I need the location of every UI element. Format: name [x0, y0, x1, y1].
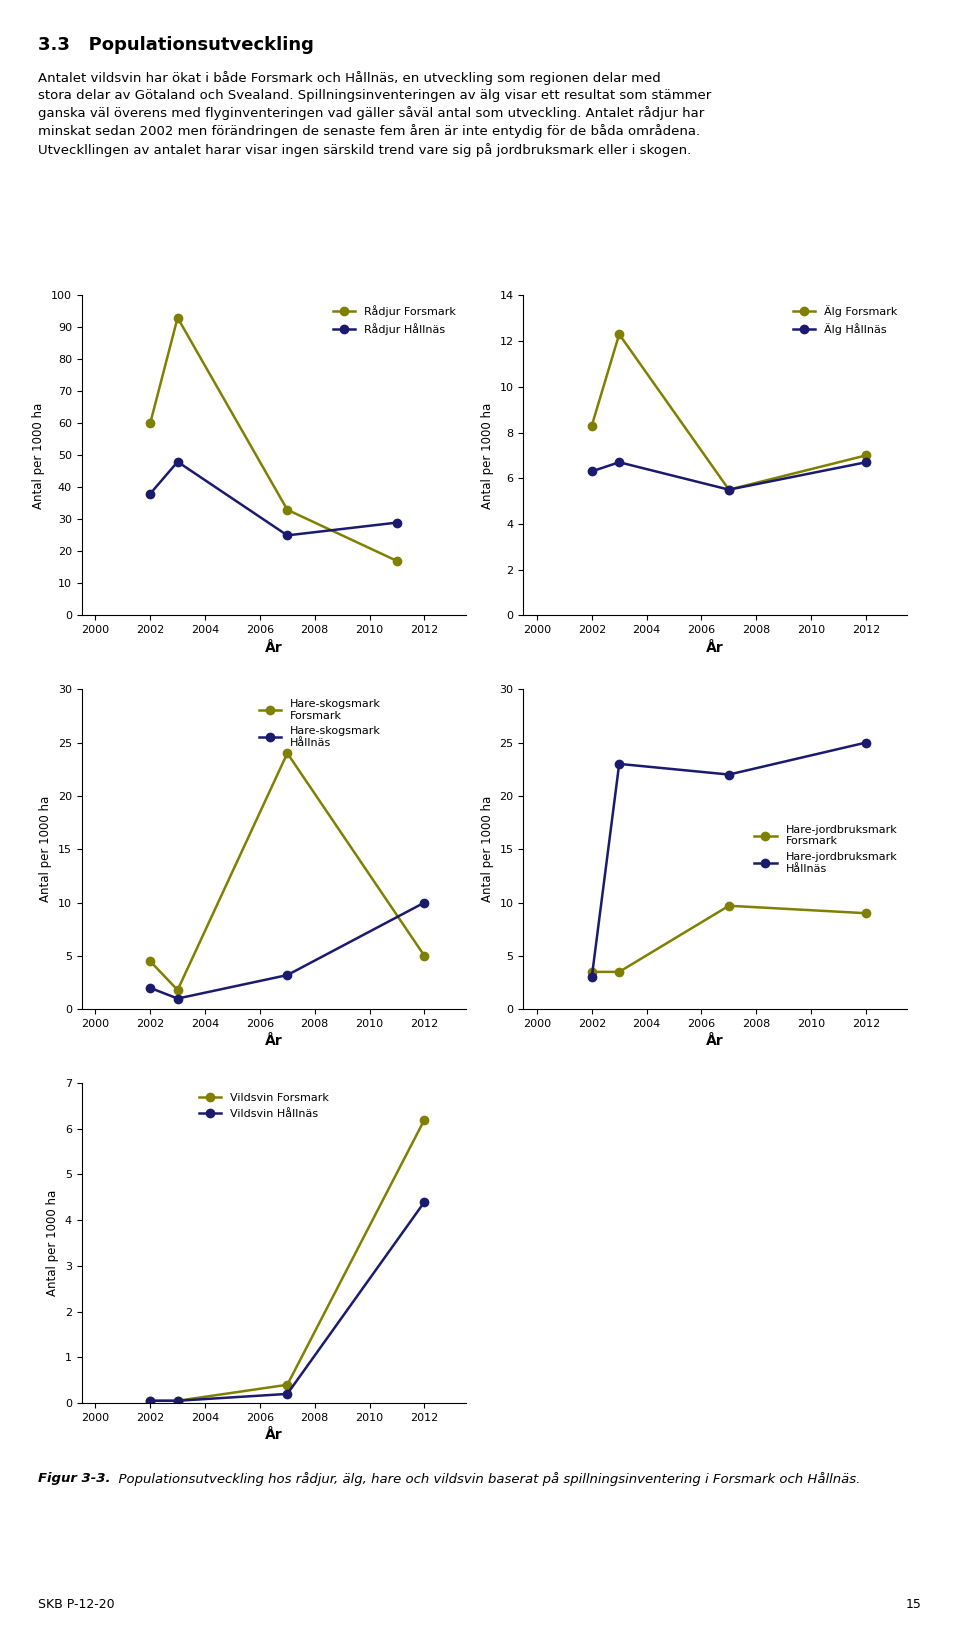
Hare-skogsmark
Forsmark: [172, 980, 183, 999]
Hare-jordbruksmark
Forsmark: [586, 962, 597, 981]
Älg Hållnäs: [586, 461, 597, 481]
Rådjur Forsmark: [392, 551, 403, 571]
Line: Rådjur Hållnäs: Rådjur Hållnäs: [146, 458, 401, 540]
Text: 3.3   Populationsutveckling: 3.3 Populationsutveckling: [38, 36, 314, 54]
Rådjur Hållnäs: [144, 484, 156, 504]
Älg Forsmark: [723, 479, 734, 499]
Hare-jordbruksmark
Hållnäs: [723, 765, 734, 784]
Y-axis label: Antal per 1000 ha: Antal per 1000 ha: [481, 796, 493, 903]
Hare-jordbruksmark
Forsmark: [723, 896, 734, 916]
Legend: Hare-skogsmark
Forsmark, Hare-skogsmark
Hållnäs: Hare-skogsmark Forsmark, Hare-skogsmark …: [254, 694, 385, 753]
Rådjur Forsmark: [172, 309, 183, 328]
Hare-skogsmark
Forsmark: [281, 743, 293, 763]
Line: Älg Hållnäs: Älg Hållnäs: [588, 458, 870, 494]
Vildsvin Hållnäs: [419, 1191, 430, 1211]
Text: 15: 15: [905, 1598, 922, 1611]
Älg Hållnäs: [860, 453, 872, 473]
Legend: Älg Forsmark, Älg Hållnäs: Älg Forsmark, Älg Hållnäs: [788, 300, 901, 340]
Älg Forsmark: [586, 415, 597, 435]
Legend: Rådjur Forsmark, Rådjur Hållnäs: Rådjur Forsmark, Rådjur Hållnäs: [328, 300, 460, 340]
X-axis label: År: År: [265, 1428, 282, 1442]
Hare-jordbruksmark
Hållnäs: [860, 732, 872, 752]
Älg Forsmark: [860, 445, 872, 466]
Y-axis label: Antal per 1000 ha: Antal per 1000 ha: [481, 402, 493, 509]
Line: Vildsvin Hållnäs: Vildsvin Hållnäs: [146, 1198, 428, 1405]
Hare-skogsmark
Hållnäs: [281, 965, 293, 985]
X-axis label: År: År: [265, 640, 282, 655]
Hare-jordbruksmark
Hållnäs: [613, 753, 625, 773]
Hare-skogsmark
Forsmark: [419, 945, 430, 965]
Y-axis label: Antal per 1000 ha: Antal per 1000 ha: [33, 402, 45, 509]
Text: Antalet vildsvin har ökat i både Forsmark och Hållnäs, en utveckling som regione: Antalet vildsvin har ökat i både Forsmar…: [38, 71, 711, 156]
Line: Hare-skogsmark
Forsmark: Hare-skogsmark Forsmark: [146, 748, 428, 994]
Älg Hållnäs: [723, 479, 734, 499]
Älg Forsmark: [613, 325, 625, 345]
Hare-jordbruksmark
Hållnäs: [586, 967, 597, 986]
Rådjur Hållnäs: [392, 512, 403, 532]
X-axis label: År: År: [265, 1034, 282, 1049]
Line: Hare-jordbruksmark
Forsmark: Hare-jordbruksmark Forsmark: [588, 901, 870, 976]
Vildsvin Forsmark: [419, 1109, 430, 1129]
Line: Älg Forsmark: Älg Forsmark: [588, 330, 870, 494]
Rådjur Hållnäs: [172, 451, 183, 471]
Vildsvin Hållnäs: [281, 1383, 293, 1403]
Hare-skogsmark
Hållnäs: [172, 988, 183, 1008]
Vildsvin Hållnäs: [172, 1392, 183, 1411]
Line: Hare-skogsmark
Hållnäs: Hare-skogsmark Hållnäs: [146, 898, 428, 1003]
X-axis label: År: År: [707, 640, 724, 655]
Legend: Hare-jordbruksmark
Forsmark, Hare-jordbruksmark
Hållnäs: Hare-jordbruksmark Forsmark, Hare-jordbr…: [750, 820, 901, 878]
Y-axis label: Antal per 1000 ha: Antal per 1000 ha: [46, 1190, 60, 1296]
X-axis label: År: År: [707, 1034, 724, 1049]
Hare-jordbruksmark
Forsmark: [860, 903, 872, 922]
Vildsvin Forsmark: [144, 1392, 156, 1411]
Line: Rådjur Forsmark: Rådjur Forsmark: [146, 313, 401, 565]
Y-axis label: Antal per 1000 ha: Antal per 1000 ha: [39, 796, 52, 903]
Rådjur Forsmark: [281, 501, 293, 520]
Legend: Vildsvin Forsmark, Vildsvin Hållnäs: Vildsvin Forsmark, Vildsvin Hållnäs: [195, 1088, 333, 1122]
Line: Vildsvin Forsmark: Vildsvin Forsmark: [146, 1116, 428, 1405]
Text: SKB P-12-20: SKB P-12-20: [38, 1598, 115, 1611]
Text: Populationsutveckling hos rådjur, älg, hare och vildsvin baserat på spillningsin: Populationsutveckling hos rådjur, älg, h…: [110, 1472, 861, 1487]
Text: Figur 3-3.: Figur 3-3.: [38, 1472, 111, 1485]
Rådjur Forsmark: [144, 414, 156, 433]
Vildsvin Forsmark: [281, 1375, 293, 1395]
Rådjur Hållnäs: [281, 525, 293, 545]
Hare-skogsmark
Hållnäs: [144, 978, 156, 998]
Hare-skogsmark
Forsmark: [144, 952, 156, 971]
Vildsvin Hållnäs: [144, 1392, 156, 1411]
Hare-jordbruksmark
Forsmark: [613, 962, 625, 981]
Hare-skogsmark
Hållnäs: [419, 893, 430, 912]
Line: Hare-jordbruksmark
Hållnäs: Hare-jordbruksmark Hållnäs: [588, 738, 870, 981]
Vildsvin Forsmark: [172, 1392, 183, 1411]
Älg Hållnäs: [613, 453, 625, 473]
